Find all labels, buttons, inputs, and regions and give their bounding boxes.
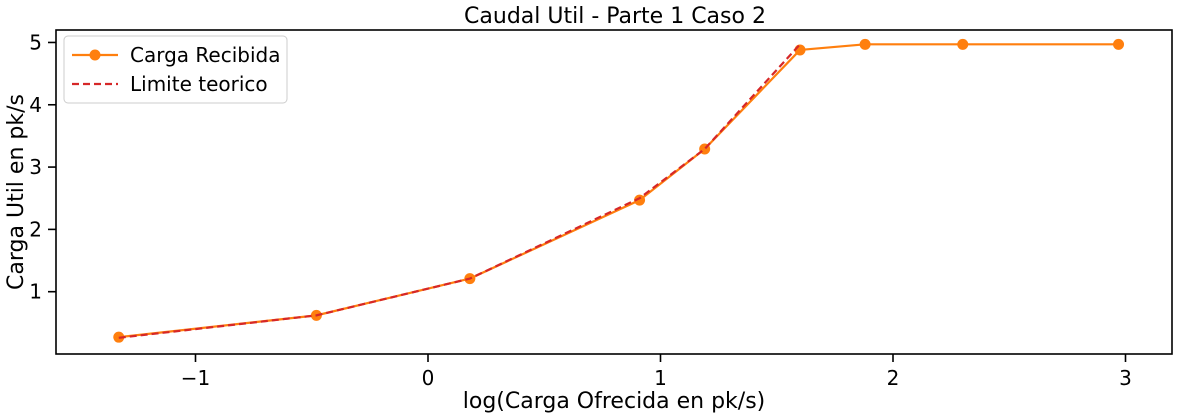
legend-label-carga-recibida: Carga Recibida — [130, 43, 280, 67]
data-point-carga-recibida — [957, 38, 969, 50]
x-axis: −1 0 1 2 3 — [181, 354, 1132, 390]
series-line-limite-teorico — [118, 43, 801, 339]
data-point-carga-recibida — [859, 38, 871, 50]
chart-title: Caudal Util - Parte 1 Caso 2 — [464, 4, 766, 29]
y-tick-label: 2 — [29, 217, 42, 241]
legend-label-limite-teorico: Limite teorico — [130, 72, 268, 96]
x-tick-label: −1 — [181, 366, 210, 390]
x-axis-title: log(Carga Ofrecida en pk/s) — [463, 389, 766, 414]
legend-box — [63, 35, 288, 104]
y-tick-label: 3 — [29, 155, 42, 179]
y-tick-label: 4 — [29, 93, 42, 117]
y-tick-label: 1 — [29, 280, 42, 304]
plot-frame — [55, 29, 1173, 355]
x-tick-label: 0 — [422, 366, 435, 390]
series-layer — [113, 38, 1125, 343]
y-axis-title: Carga Util en pk/s — [4, 94, 29, 290]
data-point-carga-recibida — [1113, 38, 1125, 50]
y-tick-label: 5 — [29, 30, 42, 54]
legend: Carga Recibida Limite teorico — [63, 35, 288, 104]
data-point-carga-recibida — [634, 194, 646, 206]
x-tick-label: 2 — [887, 366, 900, 390]
x-tick-label: 3 — [1119, 366, 1132, 390]
x-tick-label: 1 — [654, 366, 667, 390]
legend-marker-carga-recibida — [89, 49, 101, 61]
y-axis: 1 2 3 4 5 — [29, 30, 56, 304]
